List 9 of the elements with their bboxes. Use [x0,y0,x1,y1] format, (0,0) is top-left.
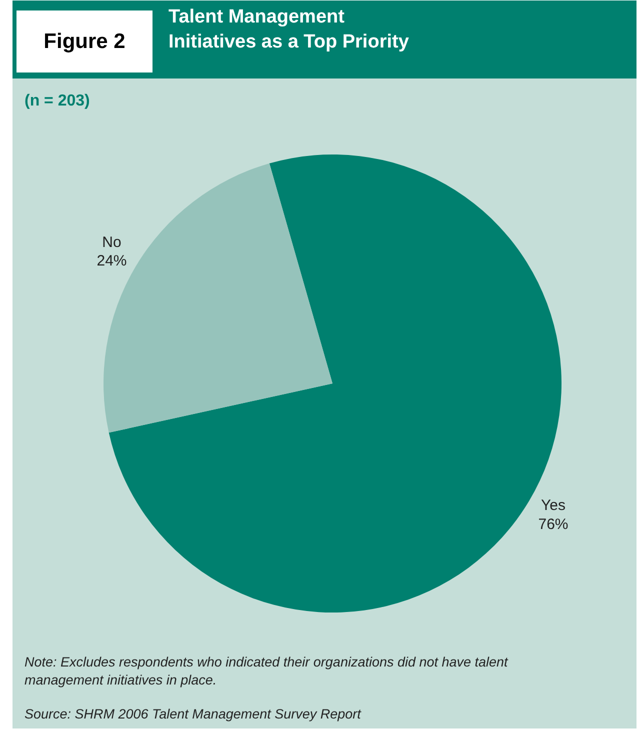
source-note: Source: SHRM 2006 Talent Management Survey Report [24,706,362,722]
chart-subtitle: (n = 203) [24,92,90,110]
chart-title: Talent Management Initiatives as a Top Priority [168,6,410,53]
slice-label: No [102,234,122,252]
data-label: 76% [538,516,568,533]
caption: Figure 2 [44,30,126,53]
data-label: 24% [96,252,127,270]
text: Note: Excludes respondents who indicated their organizations did not have talent management initiatives in place. [24,654,510,688]
slice-label: Yes [541,497,566,514]
